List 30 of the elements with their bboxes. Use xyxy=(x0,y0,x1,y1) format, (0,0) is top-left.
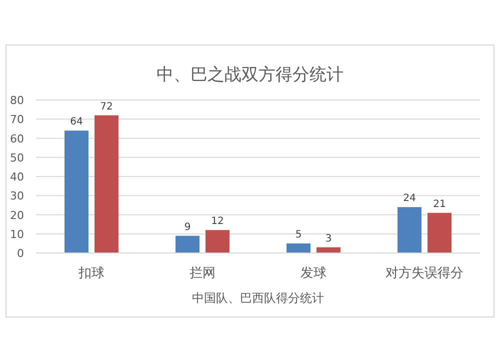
bar xyxy=(398,207,422,253)
data-label: 64 xyxy=(70,116,83,128)
y-tick-label: 80 xyxy=(10,94,24,107)
y-tick-label: 20 xyxy=(10,208,24,222)
x-tick-label: 拦网 xyxy=(190,266,216,281)
data-label: 9 xyxy=(184,222,191,233)
bar xyxy=(176,236,200,253)
y-tick-label: 60 xyxy=(10,132,24,146)
y-tick-label: 40 xyxy=(10,170,24,184)
data-label: 12 xyxy=(211,216,224,228)
y-tick-label: 0 xyxy=(17,247,24,260)
chart-title: 中、巴之战双方得分统计 xyxy=(156,65,344,85)
data-label: 21 xyxy=(433,198,446,210)
x-axis-title: 中国队、巴西队得分统计 xyxy=(192,291,324,305)
y-tick-label: 70 xyxy=(10,113,24,126)
bar xyxy=(428,212,452,253)
x-tick-label: 扣球 xyxy=(78,266,104,281)
y-tick-label: 50 xyxy=(10,151,24,164)
bar xyxy=(206,230,230,253)
y-tick-label: 10 xyxy=(10,228,24,241)
data-label: 3 xyxy=(325,233,332,244)
data-label: 72 xyxy=(100,101,113,112)
data-label: 5 xyxy=(295,229,302,240)
x-tick-label: 对方失误得分 xyxy=(386,265,464,281)
bar xyxy=(64,130,88,253)
bar xyxy=(94,115,118,253)
data-label: 24 xyxy=(403,193,416,204)
bar xyxy=(286,243,310,253)
y-tick-label: 30 xyxy=(10,190,24,203)
x-tick-label: 发球 xyxy=(300,266,326,281)
